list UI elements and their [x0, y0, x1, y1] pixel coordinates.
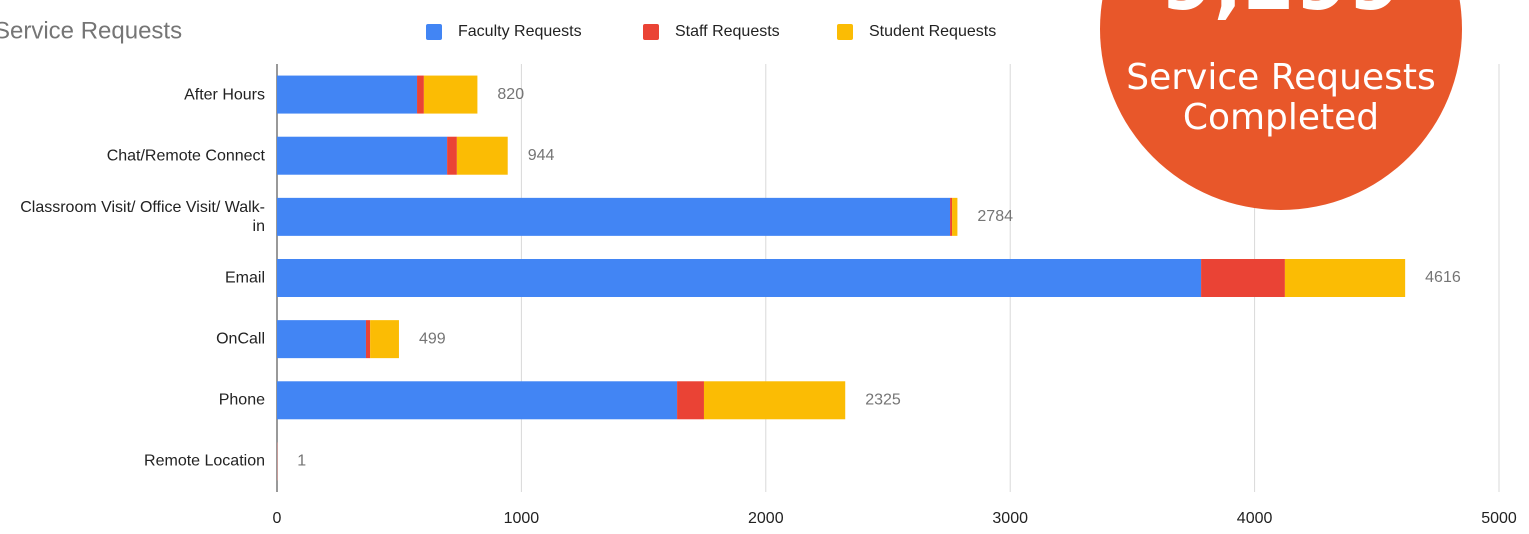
- y-tick-label: Remote Location: [144, 452, 265, 470]
- total-label: 4616: [1425, 269, 1461, 286]
- bar-segment: [456, 136, 508, 175]
- x-tick-label: 3000: [992, 510, 1028, 527]
- total-label: 2325: [865, 392, 901, 409]
- bar-segment: [1284, 259, 1406, 297]
- x-tick-label: 2000: [748, 510, 784, 527]
- x-tick-label: 0: [273, 510, 282, 527]
- y-tick-label: Phone: [218, 391, 265, 409]
- bar-segment: [370, 320, 399, 359]
- legend-label: Faculty Requests: [458, 23, 582, 40]
- y-tick-label: Email: [224, 269, 265, 287]
- y-tick-label: Chat/Remote Connect: [106, 147, 265, 165]
- y-tick-label: OnCall: [216, 330, 265, 348]
- total-label: 944: [528, 147, 555, 164]
- bar-segment: [417, 75, 424, 114]
- y-tick-label: After Hours: [184, 86, 265, 104]
- legend-label: Student Requests: [869, 23, 996, 40]
- badge-line: Completed: [1183, 97, 1379, 138]
- x-tick-label: 1000: [504, 510, 540, 527]
- legend-swatch: [426, 24, 442, 40]
- y-tick-label: Classroom Visit/ Office Visit/ Walk-in: [20, 198, 265, 235]
- chart-title: Service Requests: [0, 17, 182, 44]
- legend-label: Staff Requests: [675, 23, 780, 40]
- bar-segment: [447, 136, 457, 175]
- total-label: 2784: [977, 208, 1013, 225]
- bar-segment: [277, 320, 366, 359]
- bar-segment: [277, 259, 1202, 297]
- badge-number: 9,299: [1161, 0, 1401, 27]
- bar-segment: [1201, 259, 1285, 297]
- bar-segment: [277, 197, 951, 236]
- badge-line: Service Requests: [1126, 57, 1435, 98]
- bar-segment: [277, 381, 678, 420]
- bar-segment: [423, 75, 478, 114]
- bar-segment: [277, 75, 418, 114]
- bar-segment: [277, 136, 448, 175]
- total-label: 499: [419, 330, 446, 347]
- x-tick-label: 5000: [1481, 510, 1517, 527]
- badge-circle: [1100, 0, 1462, 210]
- bar-segment: [952, 197, 958, 236]
- legend-swatch: [837, 24, 853, 40]
- bar-segment: [950, 197, 953, 236]
- bar-segment: [677, 381, 704, 420]
- total-label: 820: [497, 86, 524, 103]
- total-label: 1: [297, 453, 306, 470]
- legend-swatch: [643, 24, 659, 40]
- x-tick-label: 4000: [1237, 510, 1273, 527]
- bar-segment: [703, 381, 846, 420]
- bar-segment: [365, 320, 371, 359]
